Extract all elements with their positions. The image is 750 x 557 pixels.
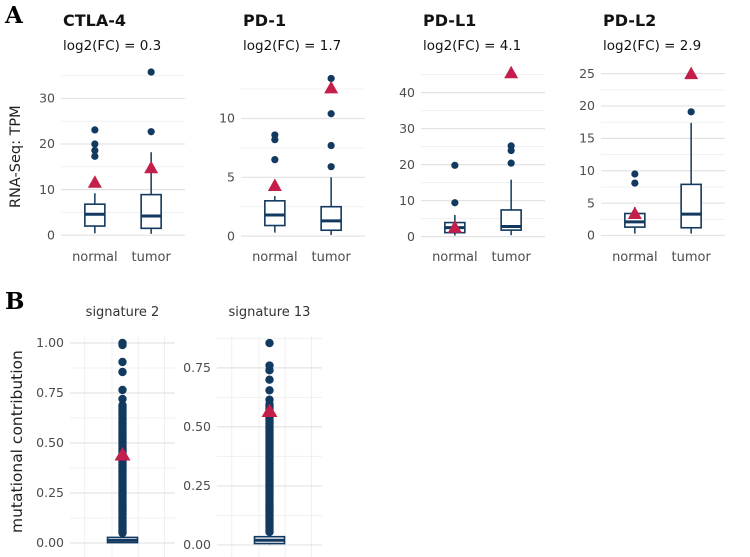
panel-b-label: B xyxy=(5,288,25,315)
svg-text:0.75: 0.75 xyxy=(36,385,64,400)
svg-text:25: 25 xyxy=(579,66,595,81)
svg-text:0: 0 xyxy=(587,228,595,243)
svg-text:1.00: 1.00 xyxy=(36,335,64,350)
svg-text:PD-L1: PD-L1 xyxy=(423,11,476,30)
svg-text:40: 40 xyxy=(399,85,415,100)
svg-text:10: 10 xyxy=(39,182,55,197)
svg-text:0: 0 xyxy=(227,228,235,243)
svg-text:tumor: tumor xyxy=(131,250,171,265)
svg-text:log2(FC) = 1.7: log2(FC) = 1.7 xyxy=(243,38,341,54)
svg-text:10: 10 xyxy=(399,193,415,208)
svg-text:0.25: 0.25 xyxy=(36,485,64,500)
svg-text:signature 2: signature 2 xyxy=(86,305,160,320)
svg-text:10: 10 xyxy=(579,163,595,178)
svg-text:0.00: 0.00 xyxy=(36,535,64,550)
svg-text:log2(FC) = 4.1: log2(FC) = 4.1 xyxy=(423,38,521,54)
svg-text:signature 13: signature 13 xyxy=(229,305,311,320)
panel-b-y-axis-label: mutational contribution xyxy=(8,350,26,534)
svg-text:30: 30 xyxy=(39,91,55,106)
svg-text:5: 5 xyxy=(227,169,235,184)
svg-text:log2(FC) = 2.9: log2(FC) = 2.9 xyxy=(603,38,701,54)
svg-text:tumor: tumor xyxy=(311,250,351,265)
svg-text:0.25: 0.25 xyxy=(183,478,211,493)
svg-text:0.00: 0.00 xyxy=(183,537,211,552)
panel-a-y-axis-label: RNA-Seq: TPM xyxy=(8,105,24,209)
panel-a-label: A xyxy=(5,2,23,29)
svg-text:10: 10 xyxy=(219,111,235,126)
svg-text:20: 20 xyxy=(399,157,415,172)
boxplot-pdl1: 0 10 20 30 40 PD-L1 log2(FC) = 4.1 normal tumor xyxy=(399,11,545,265)
svg-text:tumor: tumor xyxy=(491,250,531,265)
boxplot-ctla4: 0 10 20 30 CTLA-4 log2(FC) = 0.3 normal tumor xyxy=(39,11,185,265)
svg-text:PD-1: PD-1 xyxy=(243,11,286,30)
svg-text:log2(FC) = 0.3: log2(FC) = 0.3 xyxy=(63,38,161,54)
boxplot-signature-2: 0.00 0.25 0.50 0.75 1.00 signature 2 xyxy=(36,305,175,557)
svg-text:0.50: 0.50 xyxy=(36,435,64,450)
svg-text:normal: normal xyxy=(72,250,118,265)
svg-text:0.50: 0.50 xyxy=(183,419,211,434)
svg-text:CTLA-4: CTLA-4 xyxy=(63,11,126,30)
svg-text:15: 15 xyxy=(579,131,595,146)
boxplot-pd1: 0 5 10 PD-1 log2(FC) = 1.7 normal tumor xyxy=(219,11,365,265)
svg-text:20: 20 xyxy=(579,98,595,113)
svg-text:0.75: 0.75 xyxy=(183,360,211,375)
svg-text:0: 0 xyxy=(47,227,55,242)
svg-text:30: 30 xyxy=(399,121,415,136)
svg-text:normal: normal xyxy=(252,250,298,265)
svg-text:tumor: tumor xyxy=(671,250,711,265)
svg-text:20: 20 xyxy=(39,136,55,151)
svg-text:0: 0 xyxy=(407,229,415,244)
boxplot-pdl2: 0 5 10 15 20 25 PD-L2 log2(FC) = 2.9 normal tumor xyxy=(579,11,725,265)
svg-text:5: 5 xyxy=(587,195,595,210)
svg-text:normal: normal xyxy=(612,250,658,265)
boxplot-signature-13: 0.00 0.25 0.50 0.75 signature 13 xyxy=(183,305,322,557)
svg-text:PD-L2: PD-L2 xyxy=(603,11,656,30)
svg-text:normal: normal xyxy=(432,250,478,265)
